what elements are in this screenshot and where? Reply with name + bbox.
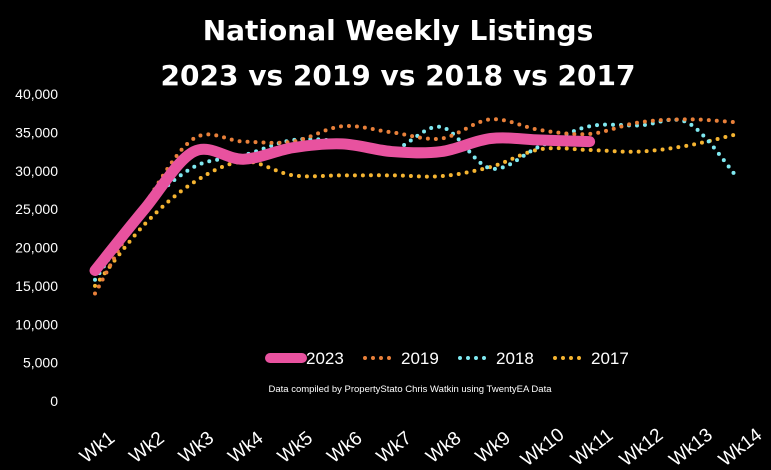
y-tick-label: 5,000 [23, 355, 58, 371]
y-axis-ticks: 0 5,000 10,000 15,000 20,000 25,000 30,000 35,0… [15, 86, 58, 409]
legend-label-2018: 2018 [496, 349, 534, 368]
y-tick-label: 30,000 [15, 163, 58, 179]
y-tick-label: 20,000 [15, 240, 58, 256]
y-tick-label: 0 [50, 393, 58, 409]
chart-title-line-1: National Weekly Listings [203, 14, 594, 47]
source-note: Data compiled by PropertyStato Chris Wat… [268, 384, 552, 395]
series-line-2018 [93, 117, 740, 282]
series-lines [89, 117, 740, 296]
legend-label-2019: 2019 [401, 349, 439, 368]
y-tick-label: 35,000 [15, 124, 58, 140]
legend: 2023 2019 2018 2017 [265, 349, 629, 368]
series-line-2019 [93, 117, 740, 296]
y-tick-label: 40,000 [15, 86, 58, 102]
legend-label-2017: 2017 [591, 349, 629, 368]
legend-label-2023: 2023 [306, 349, 344, 368]
chart-title-line-2: 2023 vs 2019 vs 2018 vs 2017 [161, 59, 636, 92]
y-tick-label: 25,000 [15, 201, 58, 217]
series-line-2017 [93, 131, 740, 288]
y-tick-label: 10,000 [15, 316, 58, 332]
y-tick-label: 15,000 [15, 278, 58, 294]
series-line-2023 [89, 132, 596, 277]
